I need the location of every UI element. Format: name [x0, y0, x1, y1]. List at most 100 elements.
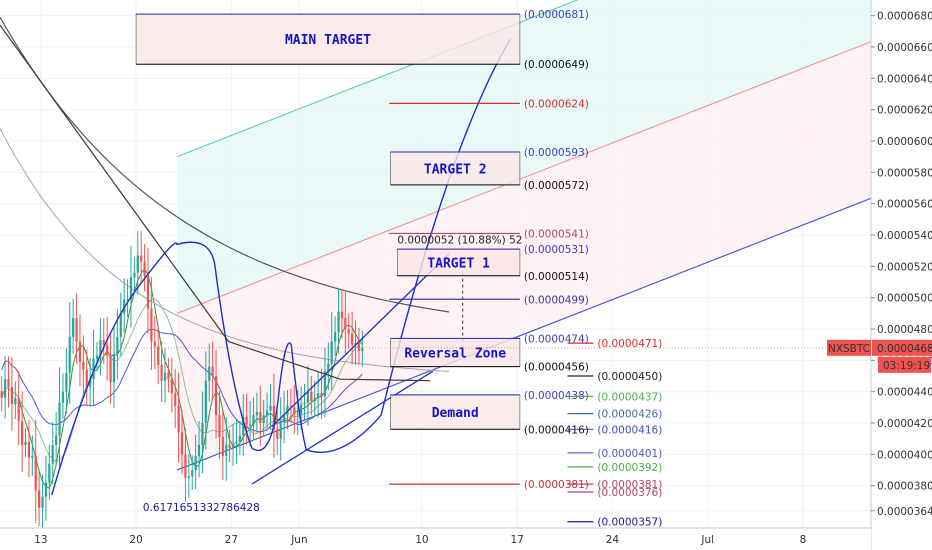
price-tick-label: 0.0000640: [877, 73, 932, 85]
candle-body: [143, 261, 146, 276]
candle-body: [157, 346, 160, 366]
candle-body: [0, 391, 3, 398]
channel-upper-line: [176, 0, 579, 158]
candle-body: [7, 379, 10, 387]
measure-label: 0.0000052 (10.88%) 52: [397, 234, 522, 246]
level-value: (0.0000471): [597, 338, 662, 350]
candle-body: [10, 386, 14, 405]
price-tick-label: 0.0000364: [877, 506, 932, 518]
price-tick-label: 0.0000380: [877, 481, 932, 493]
candle-body: [116, 336, 119, 355]
ma-long-line: [0, 16, 450, 313]
candle-body: [89, 379, 92, 387]
countdown-badge-bg: [878, 356, 931, 373]
candle-body: [259, 412, 262, 424]
zone-top-value: (0.0000681): [524, 9, 589, 21]
candle-body: [221, 437, 224, 456]
last-price-badge-bg: [872, 339, 932, 356]
candle-body: [245, 416, 248, 425]
time-tick-label: 20: [129, 534, 142, 546]
price-tick-label: 0.0000440: [877, 387, 932, 399]
candle-body: [334, 332, 337, 342]
candle-body: [310, 391, 313, 402]
fib-ratio-label: 0.6171651332786428: [143, 502, 260, 514]
trend-drawings: 0.0000052 (10.88%) 52 0.6171651332786428: [0, 24, 522, 514]
channel-mid-line: [176, 41, 872, 314]
candle-body: [272, 405, 275, 430]
zone-bottom-value: (0.0000572): [524, 180, 589, 192]
zone-box-0: [135, 13, 521, 65]
price-axis[interactable]: 0.0000680 0.0000660 0.0000640 0.0000620 0.00…: [870, 0, 932, 550]
zone-top-value: (0.0000531): [524, 244, 589, 256]
time-tick-label: Jul: [700, 534, 714, 546]
candle-body: [21, 421, 24, 445]
price-tick-label: 0.0000500: [877, 293, 932, 305]
level-value: (0.0000392): [597, 462, 662, 474]
candle-body: [327, 363, 330, 372]
level-value: (0.0000381): [597, 479, 662, 491]
candle-body: [24, 441, 27, 445]
level-value: (0.0000499): [524, 294, 589, 306]
zone-top-value: (0.0000593): [524, 147, 589, 159]
time-axis-bg: [0, 528, 871, 550]
level-value: (0.0000624): [524, 98, 589, 110]
candle-body: [235, 441, 238, 444]
candle-body: [225, 444, 228, 456]
candle-body: [252, 415, 255, 425]
level-value: (0.0000401): [597, 448, 662, 460]
candle-body: [242, 416, 245, 436]
candle-body: [4, 379, 7, 398]
resistance-trendline: [0, 24, 431, 382]
price-tick-label: 0.0000420: [877, 418, 932, 430]
lower-trendline: [251, 370, 434, 485]
target-zones: MAIN TARGET (0.0000681) (0.0000649) TARGET …: [135, 9, 589, 436]
level-value: (0.0000357): [597, 517, 662, 529]
candle-body: [119, 313, 122, 337]
time-tick-label: 17: [510, 534, 523, 546]
candle-body: [174, 393, 177, 406]
symbol-badge-bg: [827, 339, 871, 356]
candle-body: [194, 455, 197, 471]
candle-body: [218, 415, 221, 438]
channel-upper-fill: [176, 0, 871, 314]
candle-body: [303, 402, 306, 405]
candle-body: [340, 311, 344, 319]
candle-body: [44, 482, 48, 497]
time-axis[interactable]: 13 20 27 Jun 10 17 24 Jul 8: [0, 527, 871, 550]
candle-body: [180, 432, 184, 455]
zone-label: Reversal Zone: [404, 347, 506, 362]
candle-body: [248, 424, 252, 426]
ma-slow-line: [1, 328, 363, 433]
price-tick-label: 0.0000560: [877, 199, 932, 211]
candle-body: [201, 423, 204, 445]
candle-body: [238, 435, 241, 442]
candle-body: [129, 277, 133, 300]
candle-body: [163, 372, 167, 381]
level-value: (0.0000376): [597, 487, 662, 499]
zone-box-4: [390, 394, 521, 430]
candle-body: [48, 463, 51, 483]
candle-body: [136, 255, 139, 273]
candle-body: [170, 379, 173, 394]
candle-body: [61, 391, 65, 403]
candle-body: [51, 444, 54, 464]
candlestick-series: [0, 231, 364, 528]
candle-body: [211, 366, 214, 377]
candle-body: [27, 441, 31, 458]
candle-body: [177, 405, 180, 433]
candle-body: [306, 391, 310, 403]
candle-body: [38, 490, 41, 508]
time-tick-label: 8: [800, 534, 807, 546]
candle-body: [72, 318, 75, 337]
zone-top-value: (0.0000474): [524, 333, 589, 345]
candle-body: [361, 347, 364, 351]
price-tick-label: 0.0000480: [877, 324, 932, 336]
candle-body: [68, 336, 71, 373]
last-price-label: 0.0000468: [877, 343, 932, 355]
candle-body: [150, 308, 153, 342]
candle-body: [262, 415, 265, 424]
candle-body: [92, 358, 95, 380]
time-tick-label: 24: [606, 534, 620, 546]
price-badges: NXSBTC 0.0000468 03:19:19: [0, 339, 932, 373]
